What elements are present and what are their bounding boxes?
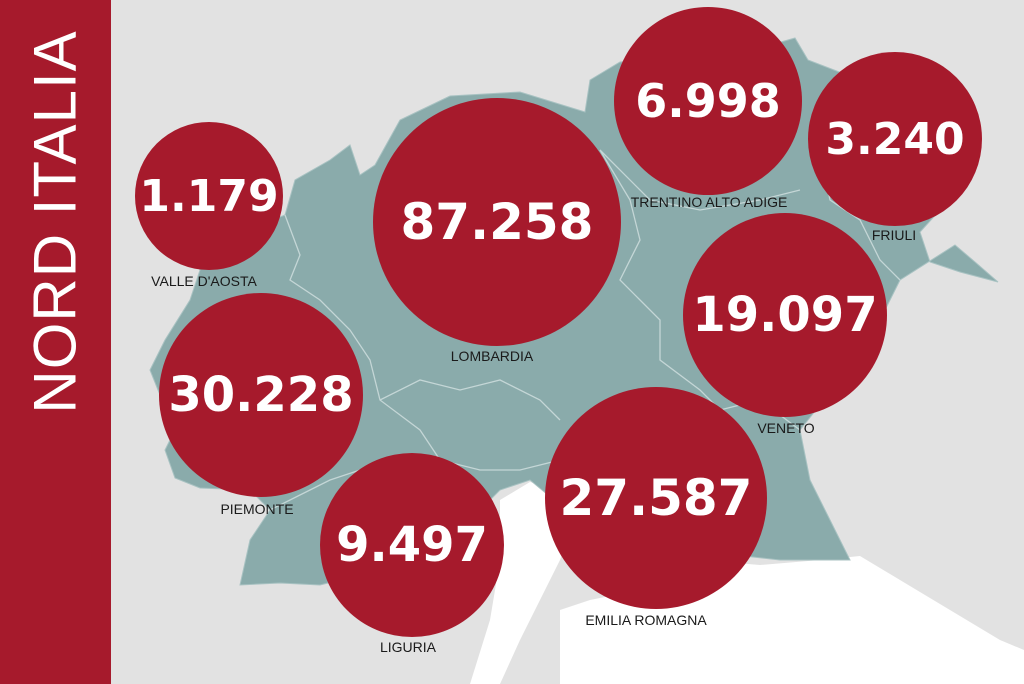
- bubble-liguria: 9.497: [320, 453, 504, 637]
- bubble-valle-daosta: 1.179: [135, 122, 283, 270]
- bubble-value: 3.240: [825, 113, 965, 165]
- bubble-veneto: 19.097: [683, 213, 887, 417]
- bubble-trentino-alto-adige: 6.998: [614, 7, 802, 195]
- bubble-value: 27.587: [559, 469, 753, 527]
- label-liguria: LIGURIA: [379, 639, 437, 655]
- bubble-value: 87.258: [400, 193, 594, 251]
- tuscany-coast-land: [470, 482, 575, 684]
- bubble-emilia-romagna: 27.587: [545, 387, 767, 609]
- bubble-value: 30.228: [168, 367, 354, 423]
- bubble-value: 9.497: [336, 517, 488, 573]
- bubble-value: 19.097: [692, 287, 878, 343]
- bubble-friuli: 3.240: [808, 52, 982, 226]
- label-lombardia: LOMBARDIA: [450, 348, 534, 364]
- bubble-piemonte: 30.228: [159, 293, 363, 497]
- page-title: NORD ITALIA: [21, 30, 89, 414]
- label-trentino-alto-adige: TRENTINO ALTO ADIGE: [630, 194, 788, 210]
- label-emilia-romagna: EMILIA ROMAGNA: [585, 612, 707, 628]
- label-veneto: VENETO: [757, 420, 815, 436]
- label-valle-daosta: VALLE D'AOSTA: [151, 273, 257, 289]
- bubble-value: 1.179: [139, 170, 279, 222]
- bubble-value: 6.998: [635, 74, 781, 128]
- sidebar-banner: NORD ITALIA: [0, 0, 111, 684]
- bubble-lombardia: 87.258: [373, 98, 621, 346]
- label-piemonte: PIEMONTE: [220, 501, 294, 517]
- label-friuli: FRIULI: [871, 227, 917, 243]
